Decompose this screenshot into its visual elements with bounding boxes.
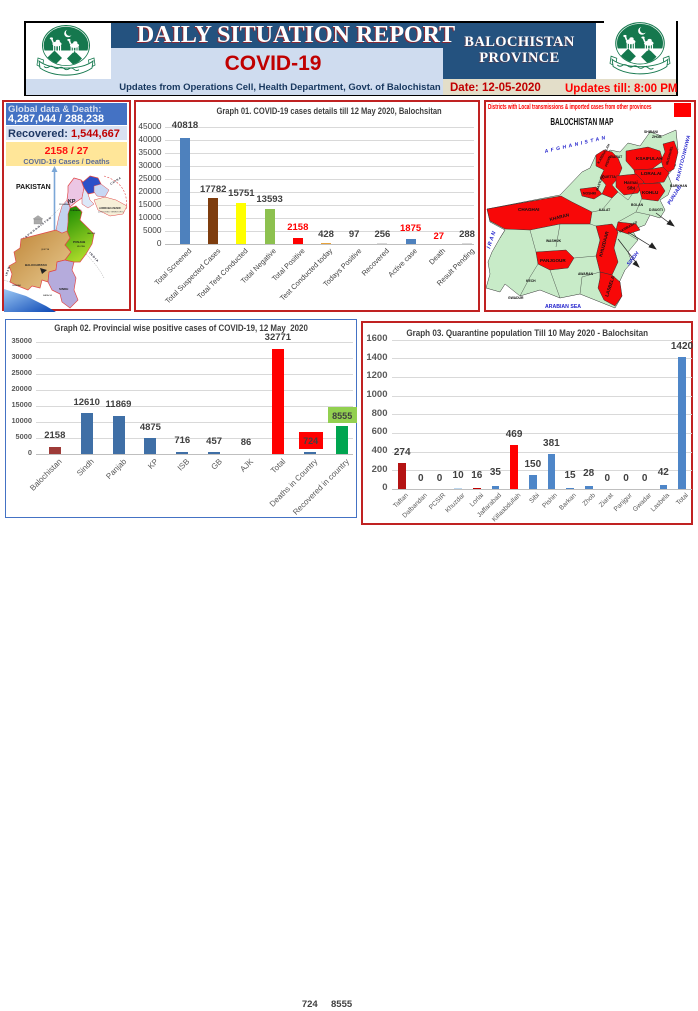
svg-text:KSAIFULAH: KSAIFULAH <box>636 156 663 161</box>
svg-text:LAHORE: LAHORE <box>87 232 96 235</box>
svg-text:(DISPUTED TERRITORY): (DISPUTED TERRITORY) <box>98 212 124 214</box>
svg-text:IRAN: IRAN <box>486 229 498 249</box>
svg-text:CHINA: CHINA <box>109 175 122 185</box>
svg-text:KHARAN: KHARAN <box>549 212 570 222</box>
svg-text:KARACHI: KARACHI <box>43 294 52 297</box>
svg-text:PISHIN: PISHIN <box>604 155 612 168</box>
svg-text:Harnai: Harnai <box>624 180 638 185</box>
svg-text:GWADAR: GWADAR <box>12 284 21 287</box>
svg-text:MUSAKHEL: MUSAKHEL <box>665 146 674 166</box>
svg-text:LASBELA: LASBELA <box>604 274 616 297</box>
svg-text:IRAN: IRAN <box>4 266 11 277</box>
svg-text:PAKISTAN: PAKISTAN <box>16 184 51 191</box>
svg-text:KOHLU: KOHLU <box>642 190 659 195</box>
svg-text:LORALAI: LORALAI <box>641 171 661 176</box>
svg-text:QUETTA: QUETTA <box>41 248 50 251</box>
svg-text:D.BUGTI: D.BUGTI <box>649 208 663 212</box>
svg-text:NOSHKI: NOSHKI <box>583 192 596 196</box>
svg-text:PESHAWAR: PESHAWAR <box>59 203 71 206</box>
svg-text:BOLAN: BOLAN <box>631 203 644 207</box>
svg-text:BALOCHISTAN: BALOCHISTAN <box>25 263 47 267</box>
svg-text:KHUZDAAR: KHUZDAAR <box>598 230 610 257</box>
svg-text:WASHUK: WASHUK <box>546 239 562 243</box>
svg-text:JAMMU&KASHMIR: JAMMU&KASHMIR <box>99 207 121 210</box>
svg-text:KECH: KECH <box>526 279 536 283</box>
svg-text:CHAGHAI: CHAGHAI <box>518 207 539 212</box>
svg-text:BARKHAN: BARKHAN <box>670 184 688 188</box>
svg-text:MASTUNG: MASTUNG <box>595 174 605 192</box>
svg-text:SHIRANI: SHIRANI <box>644 130 658 134</box>
svg-text:AFGHANISTAN: AFGHANISTAN <box>543 135 608 156</box>
svg-text:INDIA: INDIA <box>88 251 100 263</box>
svg-text:ZHOB: ZHOB <box>652 135 662 139</box>
svg-text:KP: KP <box>68 199 76 205</box>
svg-text:PAKHTOONKHWA: PAKHTOONKHWA <box>675 134 692 181</box>
svg-text:PANJGOUR: PANJGOUR <box>540 258 566 263</box>
svg-text:Sibi: Sibi <box>627 186 635 191</box>
svg-text:GWADUR: GWADUR <box>508 296 524 300</box>
svg-text:ISLAMABAD: ISLAMABAD <box>70 209 82 212</box>
svg-text:QUETTA: QUETTA <box>602 175 616 179</box>
svg-text:ZIARAT: ZIARAT <box>610 155 623 159</box>
svg-text:AWARAN: AWARAN <box>578 272 594 276</box>
svg-text:SINDH: SINDH <box>59 287 68 291</box>
svg-text:KALAT: KALAT <box>599 208 611 212</box>
svg-text:MULTAN: MULTAN <box>77 245 85 248</box>
svg-text:PUNJAB: PUNJAB <box>73 240 86 244</box>
svg-text:ARABIAN SEA: ARABIAN SEA <box>545 304 581 310</box>
